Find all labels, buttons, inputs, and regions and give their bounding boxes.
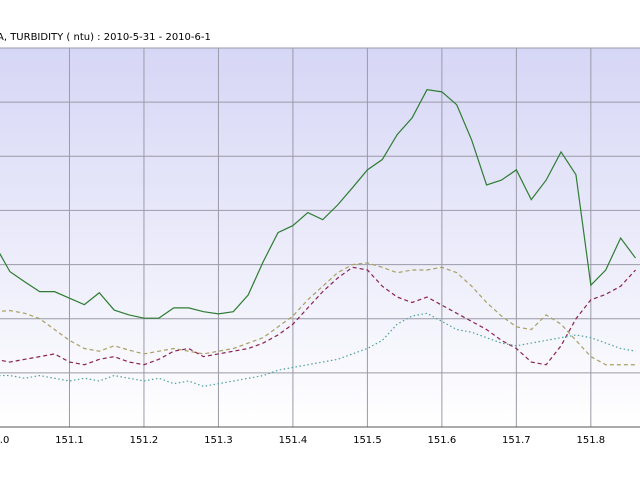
series-line [0, 262, 636, 366]
chart-title: A, TURBIDITY ( ntu) : 2010-5-31 - 2010-6… [0, 32, 211, 43]
x-tick-label: 151.4 [279, 435, 308, 446]
x-tick-label: 151.6 [428, 435, 457, 446]
x-tick-label: 151.3 [204, 435, 233, 446]
x-tick-label: 151.8 [577, 435, 606, 446]
x-tick-label: 151.5 [353, 435, 382, 446]
series-line [0, 312, 636, 388]
x-tick-label: 151.0 [0, 435, 9, 446]
series-line [0, 89, 637, 319]
x-tick-label: 151.7 [502, 435, 531, 446]
x-tick-label: 151.1 [55, 435, 84, 446]
plot-area [0, 48, 640, 427]
x-tick-label: 151.2 [130, 435, 159, 446]
